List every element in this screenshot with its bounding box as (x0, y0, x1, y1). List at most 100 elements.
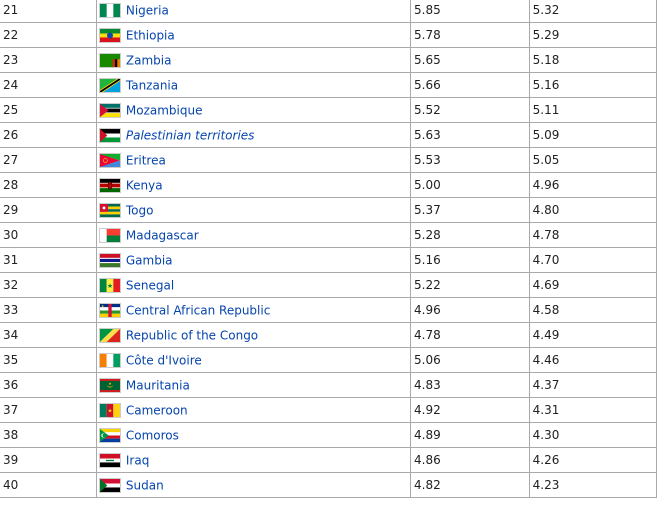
country-link[interactable]: Iraq (125, 453, 150, 467)
value-cell-2: 5.18 (528, 47, 658, 73)
value-cell-1: 5.16 (410, 247, 530, 273)
country-link[interactable]: Sudan (125, 478, 164, 492)
table-row: 31 Gambia 5.16 4.70 (0, 247, 658, 273)
table-row: 33 Central African Republic 4.96 4.58 (0, 297, 658, 323)
table-row: 22 Ethiopia 5.78 5.29 (0, 22, 658, 48)
value-cell-2: 5.32 (528, 0, 658, 23)
country-cell: Eritrea (95, 147, 412, 173)
country-link[interactable]: Eritrea (125, 153, 166, 167)
country-link[interactable]: Comoros (125, 428, 179, 442)
palestine-flag-icon (98, 127, 121, 143)
rank-cell: 29 (0, 197, 97, 223)
table-row: 34 Republic of the Congo 4.78 4.49 (0, 322, 658, 348)
rank-cell: 30 (0, 222, 97, 248)
iraq-flag-icon (98, 452, 121, 468)
value-cell-2: 4.69 (528, 272, 658, 298)
country-cell: Madagascar (95, 222, 412, 248)
table-row: 35 Côte d'Ivoire 5.06 4.46 (0, 347, 658, 373)
value-cell-1: 4.82 (410, 472, 530, 498)
country-link[interactable]: Ethiopia (125, 28, 175, 42)
value-cell-2: 4.78 (528, 222, 658, 248)
country-link[interactable]: Cameroon (125, 403, 188, 417)
value-cell-2: 5.05 (528, 147, 658, 173)
country-cell: Zambia (95, 47, 412, 73)
country-link[interactable]: Madagascar (125, 228, 199, 242)
rank-cell: 40 (0, 472, 97, 498)
country-cell: Comoros (95, 422, 412, 448)
country-cell: Togo (95, 197, 412, 223)
country-link[interactable]: Kenya (125, 178, 163, 192)
value-cell-2: 5.09 (528, 122, 658, 148)
rank-cell: 22 (0, 22, 97, 48)
table-row: 40 Sudan 4.82 4.23 (0, 472, 658, 498)
rank-cell: 28 (0, 172, 97, 198)
rank-cell: 24 (0, 72, 97, 98)
rank-cell: 39 (0, 447, 97, 473)
kenya-flag-icon (98, 177, 121, 193)
country-cell: Kenya (95, 172, 412, 198)
value-cell-2: 5.11 (528, 97, 658, 123)
country-cell: Iraq (95, 447, 412, 473)
country-link[interactable]: Central African Republic (125, 303, 271, 317)
country-link[interactable]: Nigeria (125, 3, 169, 17)
country-link[interactable]: Senegal (125, 278, 175, 292)
country-link[interactable]: Republic of the Congo (125, 328, 259, 342)
table-row: 27 Eritrea 5.53 5.05 (0, 147, 658, 173)
ranking-table: 21 Nigeria 5.85 5.32 22 Ethiopia 5.78 5.29 23 Zam… (0, 0, 658, 498)
congo-flag-icon (98, 327, 121, 343)
country-cell: Sudan (95, 472, 412, 498)
table-row: 36 Mauritania 4.83 4.37 (0, 372, 658, 398)
value-cell-1: 5.65 (410, 47, 530, 73)
value-cell-1: 5.28 (410, 222, 530, 248)
ethiopia-flag-icon (98, 27, 121, 43)
country-cell: Côte d'Ivoire (95, 347, 412, 373)
table-row: 32 Senegal 5.22 4.69 (0, 272, 658, 298)
value-cell-1: 5.22 (410, 272, 530, 298)
country-cell: Central African Republic (95, 297, 412, 323)
rank-cell: 25 (0, 97, 97, 123)
country-link[interactable]: Côte d'Ivoire (125, 353, 202, 367)
central-african-republic-flag-icon (98, 302, 121, 318)
value-cell-2: 4.49 (528, 322, 658, 348)
table-row: 28 Kenya 5.00 4.96 (0, 172, 658, 198)
country-link[interactable]: Tanzania (125, 78, 179, 92)
rank-cell: 38 (0, 422, 97, 448)
rank-cell: 36 (0, 372, 97, 398)
table-row: 25 Mozambique 5.52 5.11 (0, 97, 658, 123)
country-link[interactable]: Gambia (125, 253, 173, 267)
country-link[interactable]: Mozambique (125, 103, 203, 117)
country-cell: Tanzania (95, 72, 412, 98)
country-link[interactable]: Palestinian territories (125, 128, 255, 142)
value-cell-1: 5.66 (410, 72, 530, 98)
rank-cell: 26 (0, 122, 97, 148)
mauritania-flag-icon (98, 377, 121, 393)
country-cell: Gambia (95, 247, 412, 273)
value-cell-2: 4.80 (528, 197, 658, 223)
country-link[interactable]: Togo (125, 203, 154, 217)
zambia-flag-icon (98, 52, 121, 68)
senegal-flag-icon (98, 277, 121, 293)
country-link[interactable]: Mauritania (125, 378, 190, 392)
eritrea-flag-icon (98, 152, 121, 168)
rank-cell: 37 (0, 397, 97, 423)
country-link[interactable]: Zambia (125, 53, 172, 67)
rank-cell: 34 (0, 322, 97, 348)
table-row: 29 Togo 5.37 4.80 (0, 197, 658, 223)
table-row: 23 Zambia 5.65 5.18 (0, 47, 658, 73)
cameroon-flag-icon (98, 402, 121, 418)
value-cell-2: 4.26 (528, 447, 658, 473)
table-row: 24 Tanzania 5.66 5.16 (0, 72, 658, 98)
value-cell-1: 5.53 (410, 147, 530, 173)
sudan-flag-icon (98, 477, 121, 493)
cote-divoire-flag-icon (98, 352, 121, 368)
country-cell: Cameroon (95, 397, 412, 423)
rank-cell: 33 (0, 297, 97, 323)
rank-cell: 27 (0, 147, 97, 173)
value-cell-1: 5.06 (410, 347, 530, 373)
value-cell-2: 4.37 (528, 372, 658, 398)
value-cell-2: 4.30 (528, 422, 658, 448)
table-row: 37 Cameroon 4.92 4.31 (0, 397, 658, 423)
value-cell-2: 4.46 (528, 347, 658, 373)
value-cell-1: 4.89 (410, 422, 530, 448)
value-cell-1: 5.85 (410, 0, 530, 23)
